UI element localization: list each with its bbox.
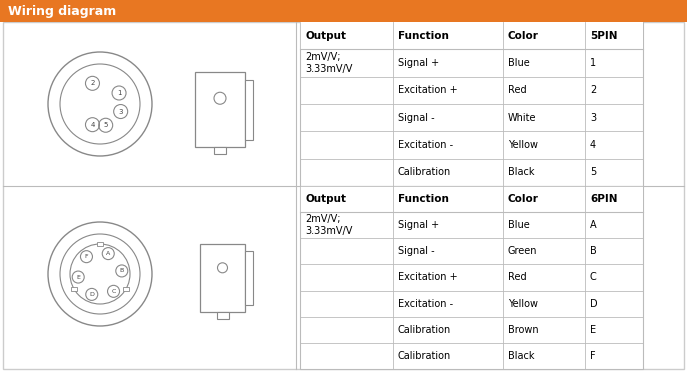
Bar: [300, 186, 643, 212]
Text: Function: Function: [398, 194, 449, 204]
Text: C: C: [111, 289, 115, 294]
Text: White: White: [508, 113, 537, 123]
Text: Signal -: Signal -: [398, 113, 435, 123]
Bar: [71, 287, 77, 291]
Text: Output: Output: [305, 31, 346, 41]
Bar: [300, 186, 643, 369]
Text: Function: Function: [398, 31, 449, 41]
Text: Yellow: Yellow: [508, 140, 538, 150]
Text: 4: 4: [590, 140, 596, 150]
Text: Wiring diagram: Wiring diagram: [8, 4, 116, 17]
Text: Color: Color: [508, 194, 539, 204]
Text: 6PIN: 6PIN: [590, 194, 618, 204]
Text: E: E: [76, 275, 80, 280]
Bar: [214, 147, 226, 154]
Text: 5: 5: [590, 167, 596, 177]
Text: Signal -: Signal -: [398, 246, 435, 256]
Text: Calibration: Calibration: [398, 167, 451, 177]
Text: Yellow: Yellow: [508, 299, 538, 309]
Text: Blue: Blue: [508, 58, 530, 68]
Text: Brown: Brown: [508, 325, 539, 335]
Text: 5PIN: 5PIN: [590, 31, 618, 41]
Text: Excitation -: Excitation -: [398, 299, 453, 309]
Bar: [0, 0, 687, 22]
Text: Red: Red: [508, 273, 527, 282]
Bar: [97, 242, 103, 246]
Text: 4: 4: [90, 122, 95, 128]
Bar: [216, 312, 229, 319]
Text: D: D: [89, 292, 94, 297]
Text: C: C: [590, 273, 597, 282]
Text: Color: Color: [508, 31, 539, 41]
Text: 2mV/V;
3.33mV/V: 2mV/V; 3.33mV/V: [305, 52, 352, 74]
Bar: [300, 22, 643, 186]
Bar: [300, 22, 643, 49]
Text: 1: 1: [590, 58, 596, 68]
Text: 2mV/V;
3.33mV/V: 2mV/V; 3.33mV/V: [305, 214, 352, 237]
Text: D: D: [590, 299, 598, 309]
Text: Signal +: Signal +: [398, 58, 439, 68]
Text: 5: 5: [104, 122, 108, 128]
Text: Black: Black: [508, 167, 534, 177]
Text: Green: Green: [508, 246, 537, 256]
Text: A: A: [106, 251, 111, 256]
Text: 2: 2: [90, 80, 95, 86]
Text: B: B: [120, 269, 124, 273]
Text: Excitation +: Excitation +: [398, 85, 458, 95]
Text: Excitation +: Excitation +: [398, 273, 458, 282]
Text: 3: 3: [118, 109, 123, 115]
Text: Black: Black: [508, 351, 534, 361]
Text: Output: Output: [305, 194, 346, 204]
Text: Blue: Blue: [508, 220, 530, 230]
Bar: [200, 244, 245, 312]
Bar: [123, 287, 129, 291]
Text: A: A: [590, 220, 596, 230]
Text: 2: 2: [590, 85, 596, 95]
Text: Signal +: Signal +: [398, 220, 439, 230]
Text: F: F: [85, 254, 88, 259]
Text: Calibration: Calibration: [398, 351, 451, 361]
Text: E: E: [590, 325, 596, 335]
Text: 1: 1: [117, 90, 122, 96]
Text: F: F: [590, 351, 596, 361]
Text: B: B: [590, 246, 597, 256]
Bar: [245, 80, 253, 140]
Bar: [195, 72, 245, 147]
Bar: [245, 251, 253, 305]
Text: Red: Red: [508, 85, 527, 95]
Text: 3: 3: [590, 113, 596, 123]
Text: Calibration: Calibration: [398, 325, 451, 335]
Text: Excitation -: Excitation -: [398, 140, 453, 150]
